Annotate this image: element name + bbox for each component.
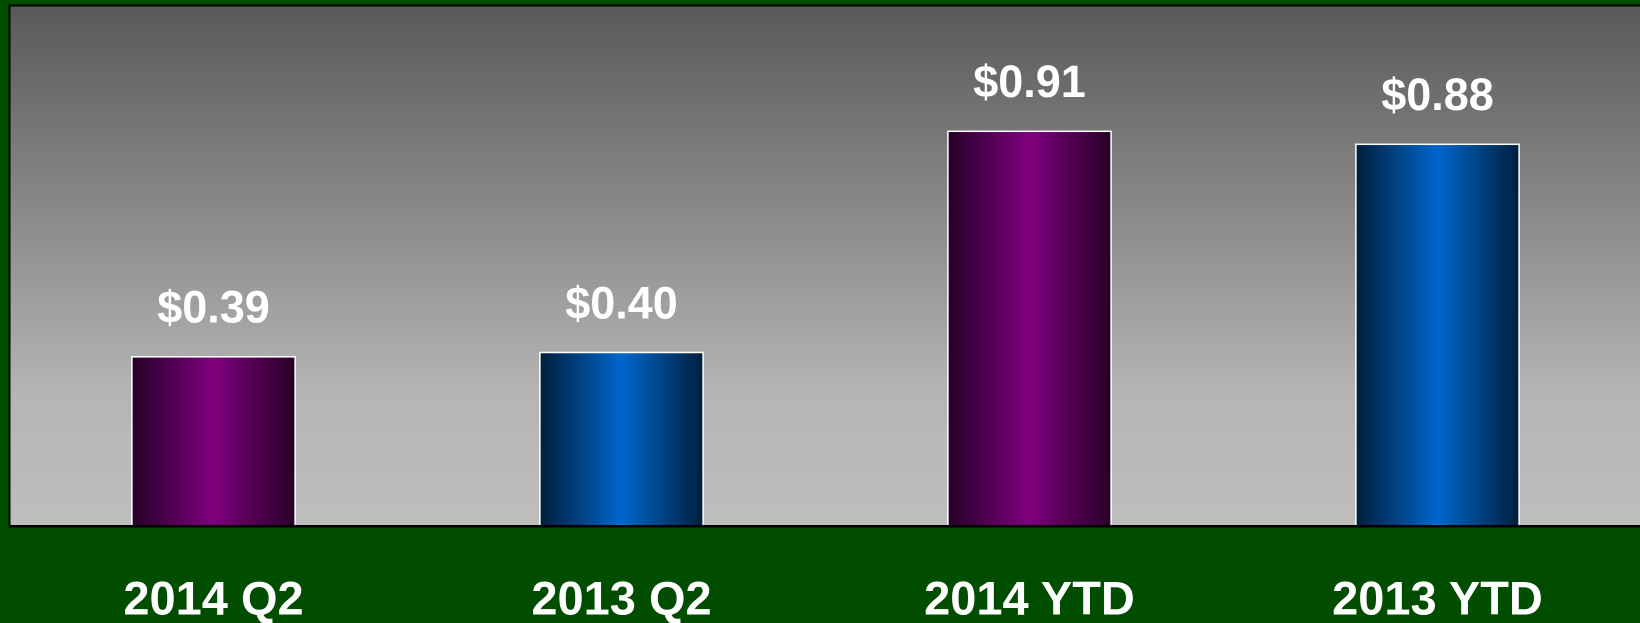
x-tick-label: 2013 YTD bbox=[1332, 571, 1543, 623]
x-tick-label: 2014 Q2 bbox=[123, 571, 303, 623]
x-tick-label: 2013 Q2 bbox=[531, 571, 711, 623]
bar bbox=[947, 130, 1112, 527]
value-label: $0.39 bbox=[157, 282, 270, 333]
value-label: $0.40 bbox=[565, 277, 678, 328]
value-label: $0.91 bbox=[973, 56, 1086, 107]
bar bbox=[131, 356, 296, 527]
value-label: $0.88 bbox=[1381, 69, 1494, 120]
bar bbox=[1355, 143, 1520, 527]
bar bbox=[539, 351, 704, 527]
x-tick-label: 2014 YTD bbox=[924, 571, 1135, 623]
